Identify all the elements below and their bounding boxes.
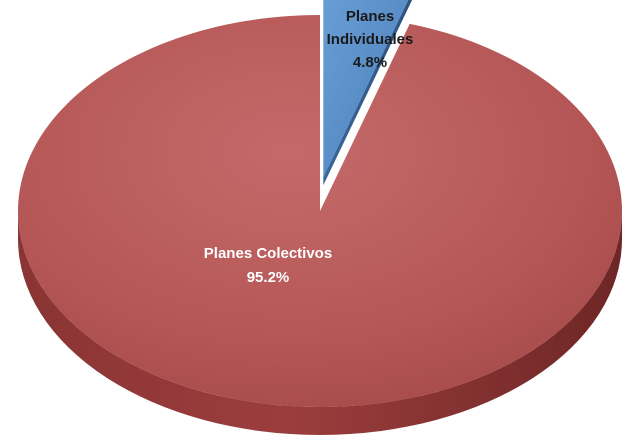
label-colectivos-name: Planes Colectivos	[204, 245, 332, 262]
label-individuales-line1: Planes	[346, 8, 394, 25]
pie-slice-planes-individuales-top	[323, 0, 409, 178]
label-individuales-percent: 4.8%	[353, 54, 387, 71]
pie-slice-planes-colectivos	[17, 15, 622, 435]
label-individuales-line2: Individuales	[327, 31, 414, 48]
label-colectivos-percent: 95.2%	[247, 269, 290, 286]
pie-slice-planes-colectivos-top	[17, 15, 622, 407]
pie-slice-planes-individuales	[323, 0, 413, 186]
